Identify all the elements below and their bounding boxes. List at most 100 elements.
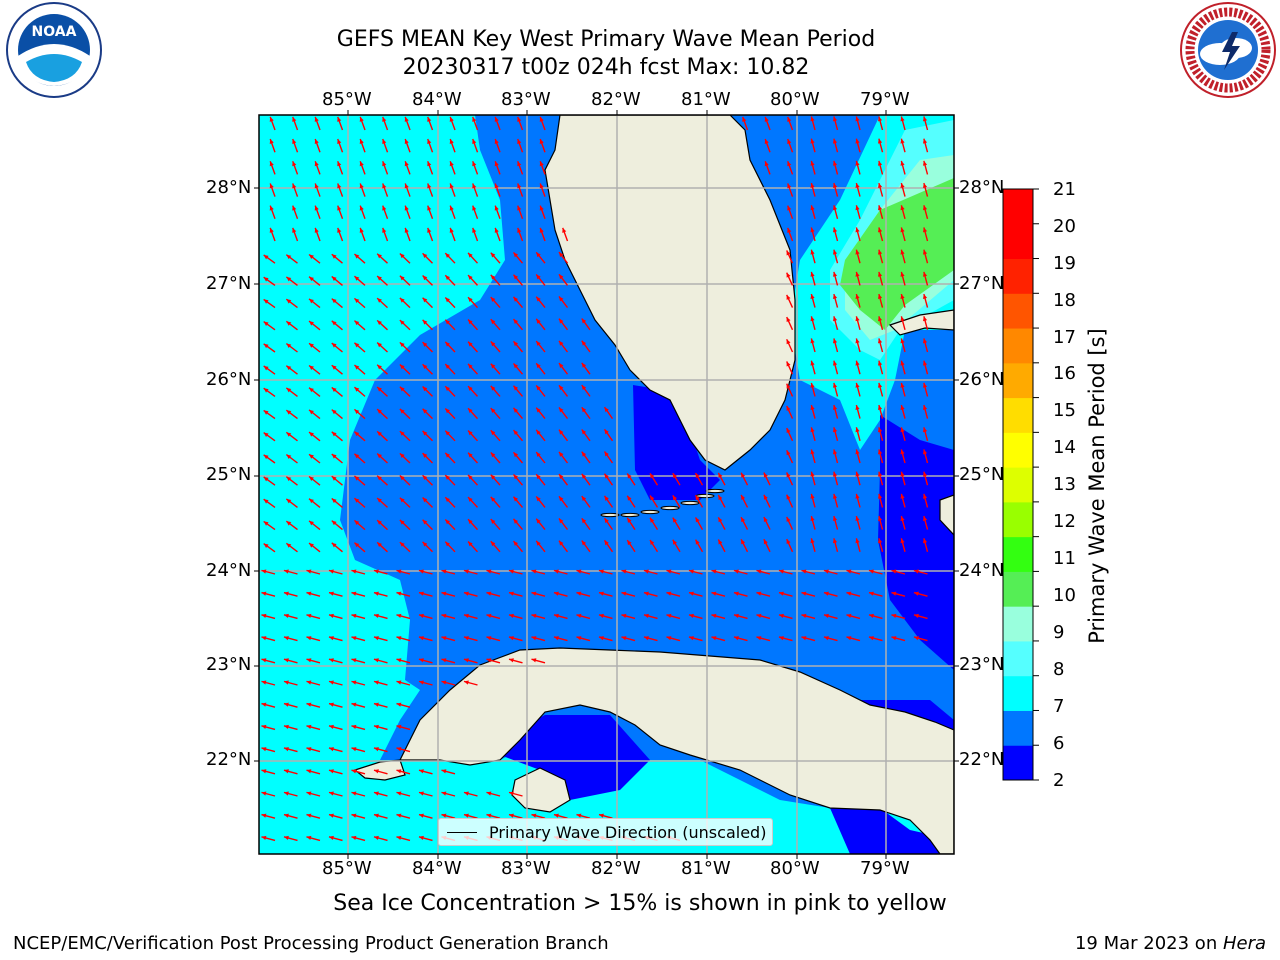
wave-direction-arrow (353, 297, 366, 309)
wave-direction-arrow-head (354, 298, 360, 303)
lon-label-bottom-81w: 81°W (681, 858, 731, 879)
period-6-7-west (259, 115, 954, 854)
wave-direction-arrow-head (559, 429, 564, 435)
wave-direction-arrow (900, 404, 906, 419)
wave-direction-arrow (832, 382, 839, 397)
wave-direction-arrow-head (382, 227, 387, 233)
wave-direction-arrow (733, 569, 748, 575)
wave-direction-arrow (711, 591, 726, 597)
wave-direction-arrow-head (328, 569, 334, 574)
wave-direction-arrow-head (377, 386, 382, 392)
wave-direction-arrow (308, 276, 321, 286)
wave-direction-arrow-head (373, 636, 379, 641)
wave-direction-arrow (422, 297, 433, 309)
wave-direction-arrow-head (490, 363, 496, 369)
wave-direction-arrow-head (494, 205, 499, 211)
wave-direction-arrow-head (922, 427, 928, 433)
wave-direction-arrow (810, 182, 816, 197)
lat-label-left-23n: 23°N (206, 654, 252, 675)
wave-direction-arrow (756, 569, 771, 575)
wave-direction-arrow-head (581, 451, 587, 457)
wave-direction-arrow (490, 296, 501, 309)
wave-direction-arrow-head (832, 471, 838, 477)
wave-direction-arrow (261, 747, 276, 753)
wave-direction-arrow (922, 138, 929, 153)
wave-direction-arrow-head (922, 316, 928, 322)
wave-direction-arrow-head (823, 613, 829, 619)
wave-direction-arrow-head (331, 431, 337, 437)
wave-direction-arrow-head (855, 427, 860, 433)
wave-direction-arrow (922, 515, 929, 530)
wave-direction-arrow (427, 227, 434, 242)
wave-direction-arrow-head (441, 569, 447, 574)
wave-direction-arrow (285, 365, 298, 375)
wave-direction-arrow-head (486, 613, 492, 619)
wave-direction-arrow-head (508, 813, 514, 818)
wave-direction-arrow-head (306, 724, 312, 730)
wave-direction-arrow-head (399, 475, 405, 481)
wave-direction-arrow-head (868, 569, 874, 574)
wave-direction-arrow (490, 407, 501, 420)
wave-direction-arrow (328, 724, 343, 731)
wave-direction-arrow-head (621, 569, 627, 574)
wave-direction-arrow (832, 404, 839, 419)
wave-direction-arrow (359, 183, 366, 197)
wave-direction-arrow-head (741, 472, 746, 478)
wave-direction-arrow (539, 138, 546, 153)
wave-direction-arrow (351, 680, 366, 686)
wave-direction-arrow-head (559, 318, 564, 324)
wave-direction-arrow (261, 702, 276, 708)
wave-direction-arrow (823, 569, 838, 575)
wave-direction-arrow (353, 342, 366, 353)
wave-direction-arrow-head (328, 636, 334, 641)
wave-direction-arrow (717, 516, 726, 530)
wave-direction-arrow (603, 406, 614, 419)
wave-direction-arrow-head (786, 361, 791, 367)
wave-direction-arrow-head (306, 591, 312, 596)
wave-direction-arrow-head (359, 205, 364, 211)
wave-direction-arrow-head (855, 538, 860, 544)
wave-direction-arrow (269, 205, 276, 220)
wave-direction-arrow-head (490, 252, 496, 258)
wave-direction-arrow (376, 541, 388, 553)
wave-direction-arrow-head (283, 791, 289, 796)
wave-direction-arrow (490, 318, 501, 331)
wave-direction-arrow (490, 385, 501, 397)
wave-direction-arrow-head (328, 613, 334, 619)
wave-direction-arrow-head (598, 591, 604, 596)
wave-direction-arrow-head (449, 116, 454, 122)
wave-direction-arrow (786, 449, 794, 464)
wave-direction-arrow (922, 427, 929, 441)
wave-direction-arrow (517, 116, 524, 131)
wave-direction-arrow-head (786, 294, 791, 300)
wave-direction-arrow-head (786, 339, 791, 345)
florida-key (620, 512, 640, 518)
wave-direction-arrow (786, 294, 794, 308)
wave-direction-arrow (328, 702, 343, 708)
wave-direction-arrow-head (263, 476, 269, 482)
wave-direction-arrow-head (672, 539, 677, 545)
wave-direction-arrow-head (581, 540, 587, 546)
wave-direction-arrow-head (787, 183, 792, 189)
wave-direction-arrow-head (688, 636, 694, 641)
wave-direction-arrow-head (536, 452, 541, 457)
wave-direction-arrow-head (261, 791, 267, 796)
wave-direction-arrow-head (877, 249, 883, 255)
wave-direction-arrow-head (832, 427, 838, 433)
wave-direction-arrow-head (486, 658, 492, 663)
wave-direction-arrow-head (900, 116, 905, 122)
wave-direction-arrow-head (373, 591, 379, 596)
wave-direction-arrow-head (441, 791, 447, 796)
wave-direction-arrow-head (382, 205, 387, 211)
wave-direction-arrow-head (786, 472, 791, 478)
wave-direction-arrow (832, 515, 839, 530)
colorbar-tick-18: 18 (1053, 290, 1076, 311)
wave-direction-arrow-head (513, 541, 519, 546)
wave-direction-arrow (328, 680, 343, 686)
wave-direction-arrow-head (900, 516, 905, 521)
wave-direction-arrow (472, 161, 479, 175)
wave-direction-arrow-head (733, 636, 739, 641)
wave-direction-arrow (603, 473, 614, 486)
wave-direction-arrow (810, 293, 816, 308)
wave-direction-arrow (868, 591, 883, 597)
